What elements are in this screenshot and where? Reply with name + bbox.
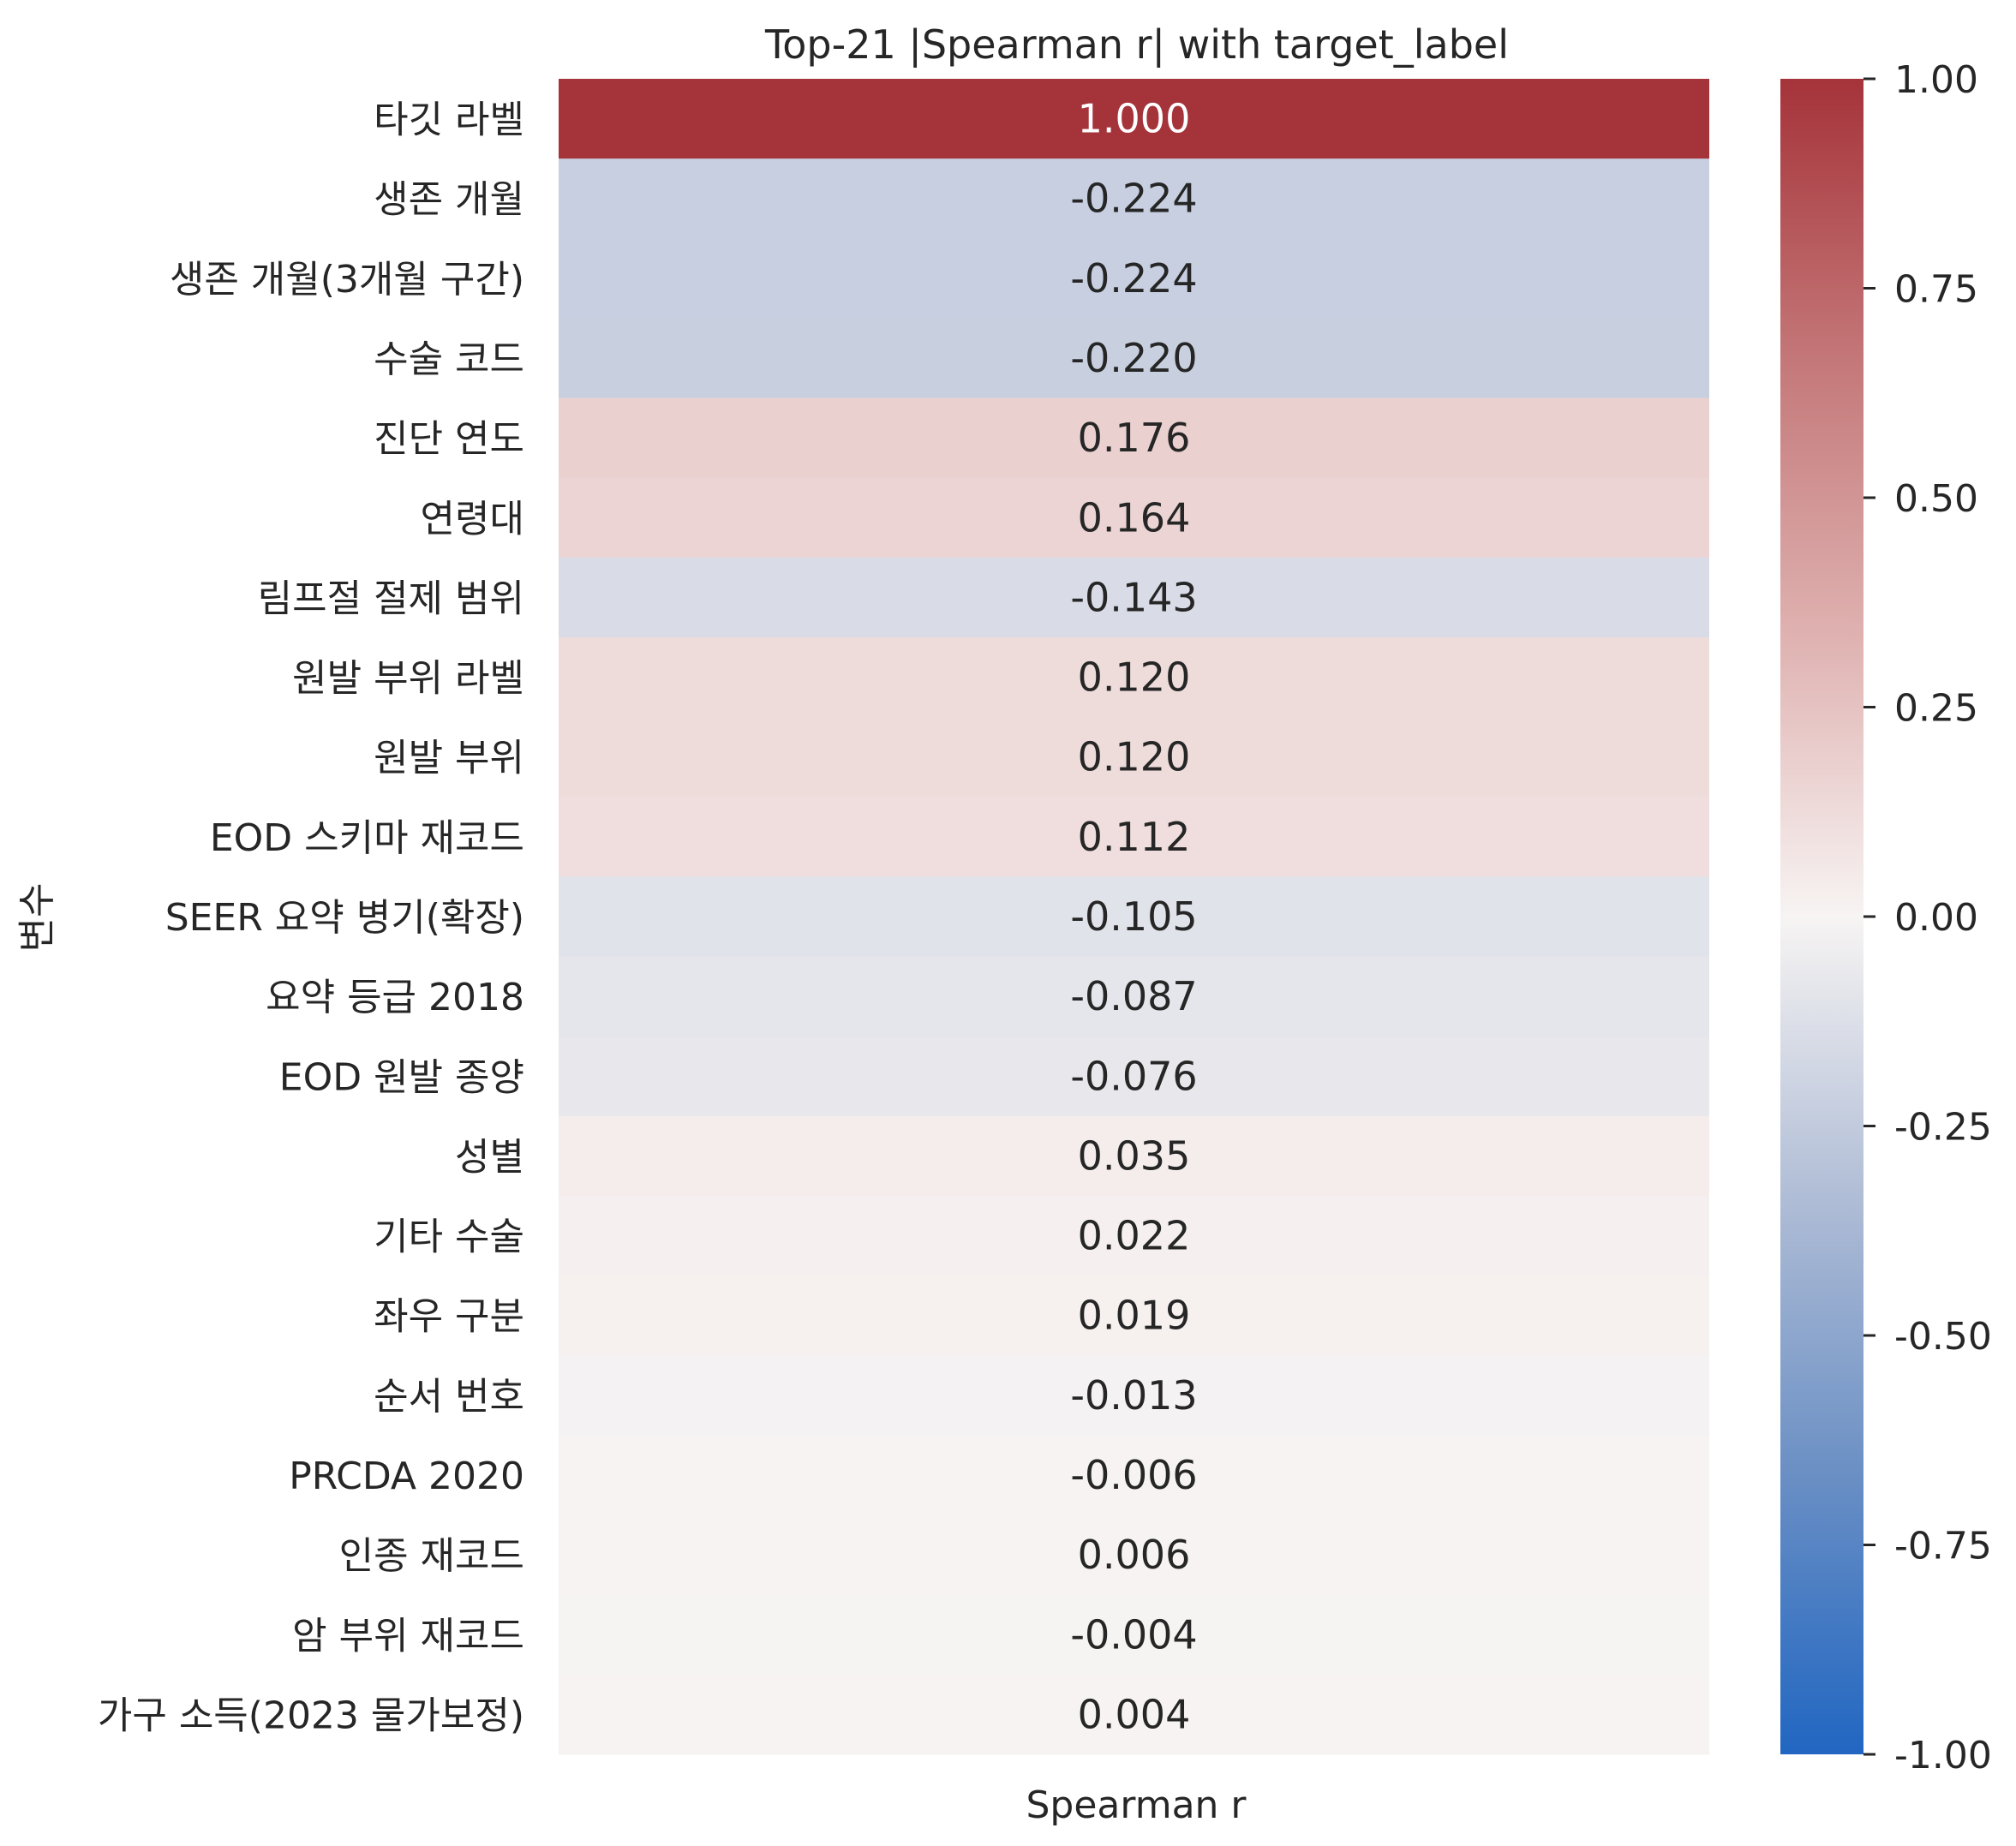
colorbar-tick-label: 0.25 (1894, 687, 1978, 731)
heatmap-cell (559, 238, 1709, 319)
row-label: 타깃 라벨 (374, 99, 524, 142)
row-label: 인종 재코드 (339, 1534, 524, 1578)
heatmap-cell (559, 1594, 1709, 1676)
heatmap-cell (559, 1036, 1709, 1117)
row-label: 생존 개월 (374, 178, 524, 222)
heatmap-cell (559, 876, 1709, 958)
row-label: 암 부위 재코드 (292, 1614, 524, 1658)
row-label: SEER 요약 병기(확장) (165, 896, 524, 940)
heatmap-cell (559, 637, 1709, 718)
cell-value-label: 0.120 (1078, 654, 1191, 701)
row-label: 림프절 절제 범위 (258, 577, 524, 620)
y-axis-title: 변수 (15, 883, 59, 953)
cell-value-label: 0.176 (1078, 415, 1191, 461)
heatmap-cell (559, 557, 1709, 638)
row-label: EOD 스키마 재코드 (210, 816, 524, 860)
colorbar-tick-label: 0.00 (1894, 896, 1978, 940)
colorbar-tick-label: 0.50 (1894, 477, 1978, 521)
colorbar-tick-label: -0.25 (1894, 1106, 1992, 1150)
row-label: 수술 코드 (374, 338, 524, 381)
cell-value-label: -0.004 (1070, 1611, 1197, 1658)
heatmap-cell (559, 1115, 1709, 1197)
cell-value-label: 0.004 (1078, 1691, 1191, 1737)
colorbar-tick-label: 0.75 (1894, 268, 1978, 312)
cell-value-label: -0.220 (1070, 335, 1197, 381)
cell-value-label: -0.224 (1070, 176, 1197, 222)
cell-value-label: 0.164 (1078, 494, 1191, 541)
heatmap-cell (559, 397, 1709, 479)
cell-value-label: -0.087 (1070, 973, 1197, 1019)
cell-value-label: 0.112 (1078, 814, 1191, 860)
heatmap-cell (559, 1196, 1709, 1276)
cell-value-label: 0.035 (1078, 1132, 1191, 1179)
heatmap-cells: 1.000 -0.224 -0.224 -0.220 0.176 0.164 -0.143 0… (559, 79, 1709, 1755)
heatmap-cell (559, 956, 1709, 1037)
row-label: 요약 등급 2018 (266, 976, 524, 1019)
heatmap-cell (559, 1355, 1709, 1436)
colorbar-tick-label: -1.00 (1894, 1734, 1992, 1777)
colorbar-ticks: 1.00 0.75 0.50 0.25 0.00 -0.25 -0.50 -0.75 -1.00 (1863, 58, 1992, 1777)
cell-value-label: -0.006 (1070, 1452, 1197, 1498)
colorbar-tick-label: 1.00 (1894, 58, 1978, 102)
row-label: 기타 수술 (374, 1216, 524, 1259)
chart-title: Top-21 |Spearman r| with target_label (764, 21, 1509, 69)
cell-value-label: 1.000 (1078, 96, 1191, 142)
colorbar-tick-label: -0.75 (1894, 1525, 1992, 1568)
heatmap-cell (559, 1674, 1709, 1755)
row-label: 가구 소득(2023 물가보정) (98, 1694, 524, 1737)
row-label: 생존 개월(3개월 구간) (170, 258, 524, 302)
row-label: 원발 부위 (374, 737, 524, 780)
cell-value-label: 0.019 (1078, 1293, 1191, 1339)
cell-value-label: -0.224 (1070, 255, 1197, 302)
heatmap-cell (559, 717, 1709, 798)
heatmap-cell (559, 477, 1709, 559)
cell-value-label: -0.013 (1070, 1372, 1197, 1419)
heatmap-cell (559, 79, 1709, 159)
row-label: 순서 번호 (374, 1375, 524, 1419)
row-label: 연령대 (421, 497, 524, 541)
heatmap-cell (559, 1275, 1709, 1356)
row-label: 성별 (455, 1135, 524, 1179)
row-label: EOD 원발 종양 (279, 1055, 524, 1099)
colorbar-tick-label: -0.50 (1894, 1315, 1992, 1359)
cell-value-label: 0.120 (1078, 734, 1191, 780)
cell-value-label: -0.105 (1070, 893, 1197, 940)
cell-value-label: -0.076 (1070, 1053, 1197, 1099)
x-axis-title: Spearman r (1026, 1783, 1247, 1827)
row-label: 원발 부위 라벨 (292, 657, 524, 701)
heatmap-cell (559, 797, 1709, 877)
cell-value-label: 0.022 (1078, 1213, 1191, 1259)
cell-value-label: 0.006 (1078, 1532, 1191, 1578)
colorbar (1780, 79, 1863, 1754)
heatmap-cell (559, 318, 1709, 399)
heatmap-cell (559, 1514, 1709, 1596)
cell-value-label: -0.143 (1070, 574, 1197, 620)
heatmap-cell (559, 158, 1709, 239)
row-label: PRCDA 2020 (289, 1455, 524, 1498)
row-label: 좌우 구분 (374, 1295, 524, 1339)
heatmap-cell (559, 1435, 1709, 1516)
row-label: 진단 연도 (374, 417, 524, 461)
